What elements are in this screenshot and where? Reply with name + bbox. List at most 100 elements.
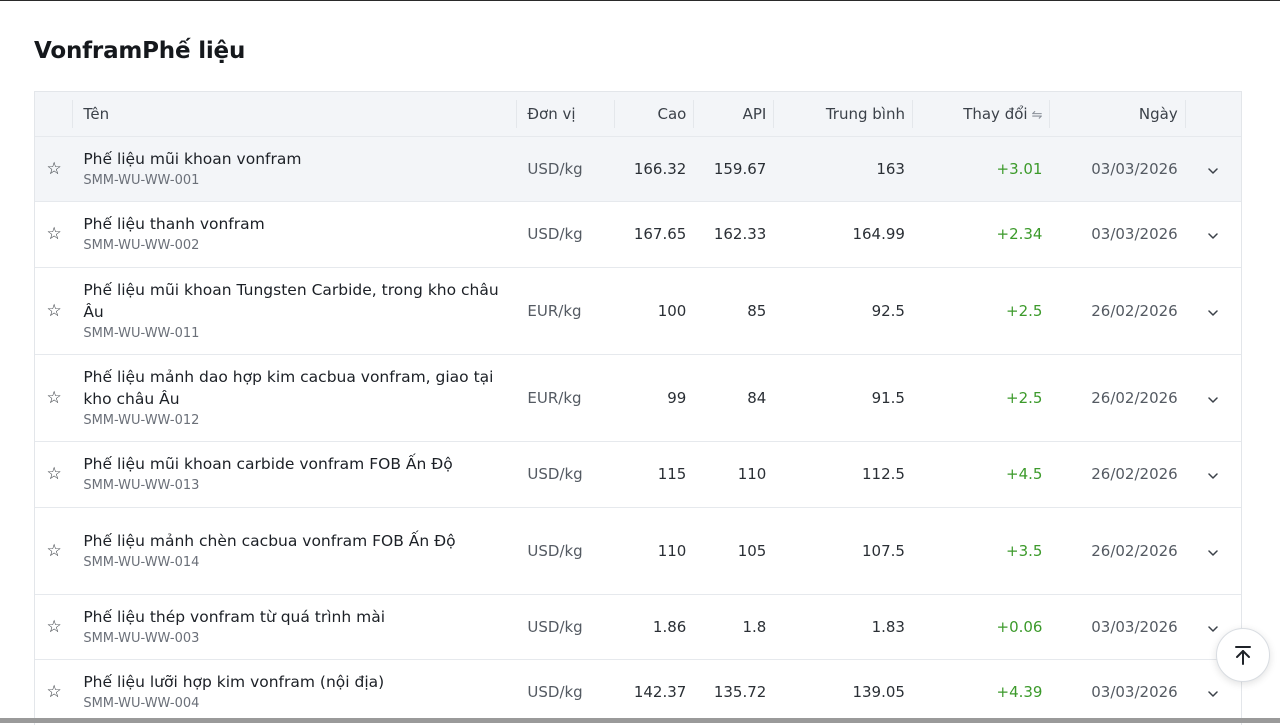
star-outline-icon[interactable]: ☆ [46,682,62,703]
change-cell: +3.5 [1006,541,1043,560]
star-outline-icon[interactable]: ☆ [46,158,62,179]
api-cell: 84 [747,388,767,407]
date-cell: 03/03/2026 [1091,225,1178,243]
high-cell: 166.32 [633,159,687,178]
avg-cell: 164.99 [852,225,905,243]
avg-cell: 163 [876,159,905,178]
header-high: Cao [615,92,695,136]
product-name[interactable]: Phế liệu lưỡi hợp kim vonfram (nội địa) [83,673,385,692]
product-code: SMM-WU-WW-003 [83,630,200,646]
table-row[interactable]: ☆ Phế liệu thép vonfram từ quá trình mài S… [35,594,1241,659]
table-row[interactable]: ☆ Phế liệu mảnh dao hợp kim cacbua vonfra… [35,354,1241,441]
name-cell[interactable]: Phế liệu mảnh chèn cacbua vonfram FOB Ấn… [73,507,517,594]
name-cell[interactable]: Phế liệu lưỡi hợp kim vonfram (nội địa) S… [73,659,517,725]
name-cell[interactable]: Phế liệu mảnh dao hợp kim cacbua vonfram… [73,354,517,441]
table-row[interactable]: ☆ Phế liệu lưỡi hợp kim vonfram (nội địa)… [35,659,1241,725]
change-cell: +4.5 [1006,465,1043,483]
product-name[interactable]: Phế liệu thanh vonfram [83,215,265,233]
table-row[interactable]: ☆ Phế liệu mũi khoan vonfram SMM-WU-WW-001… [35,136,1241,201]
unit-cell: USD/kg [527,465,583,483]
table-row[interactable]: ☆ Phế liệu mũi khoan Tungsten Carbide, tr… [35,267,1241,354]
name-cell[interactable]: Phế liệu thép vonfram từ quá trình mài SM… [73,594,517,659]
product-code: SMM-WU-WW-013 [83,478,200,493]
name-cell[interactable]: Phế liệu mũi khoan Tungsten Carbide, tro… [73,267,517,354]
name-cell[interactable]: Phế liệu mũi khoan carbide vonfram FOB Ấ… [73,441,517,507]
name-cell[interactable]: Phế liệu thanh vonfram SMM-WU-WW-002 [73,201,517,267]
product-code: SMM-WU-WW-012 [83,412,200,428]
date-cell: 03/03/2026 [1091,617,1178,636]
high-cell: 115 [657,465,687,483]
product-code: SMM-WU-WW-004 [83,696,200,712]
api-cell: 85 [747,301,767,320]
sort-swap-icon[interactable]: ⇋ [1031,107,1043,123]
name-cell[interactable]: Phế liệu mũi khoan vonfram SMM-WU-WW-001 [73,136,517,201]
api-cell: 1.8 [742,617,767,636]
high-cell: 110 [657,541,687,560]
chevron-down-icon[interactable] [1208,687,1219,700]
api-cell: 135.72 [713,683,767,702]
header-change[interactable]: Thay đổi ⇋ [913,92,1051,136]
avg-cell: 91.5 [871,388,905,407]
product-name[interactable]: Phế liệu mũi khoan Tungsten Carbide, tro… [83,280,499,321]
date-cell: 26/02/2026 [1091,465,1178,483]
star-outline-icon[interactable]: ☆ [46,616,62,637]
product-name[interactable]: Phế liệu mảnh chèn cacbua vonfram FOB Ấn… [83,531,456,550]
scroll-to-top-button[interactable] [1216,628,1270,682]
high-cell: 1.86 [652,617,687,636]
change-cell: +3.01 [996,159,1043,178]
chevron-down-icon[interactable] [1208,164,1219,177]
expand-cell [1186,659,1241,725]
star-outline-icon[interactable]: ☆ [46,224,62,244]
high-cell: 100 [657,301,687,320]
unit-cell: USD/kg [527,683,583,702]
change-cell: +2.34 [996,225,1043,243]
chevron-down-icon[interactable] [1208,393,1219,406]
star-outline-icon[interactable]: ☆ [46,540,62,561]
api-cell: 162.33 [713,225,767,243]
product-name[interactable]: Phế liệu mảnh dao hợp kim cacbua vonfram… [83,367,494,408]
chevron-down-icon[interactable] [1208,306,1219,319]
product-code: SMM-WU-WW-001 [83,172,200,188]
product-code: SMM-WU-WW-014 [83,554,200,570]
table-row[interactable]: ☆ Phế liệu thanh vonfram SMM-WU-WW-002 USD/… [35,201,1241,267]
table-header: Tên Đơn vị Cao API Trung bình Thay đổi ⇋ … [35,92,1241,136]
favorite-cell: ☆ [35,136,73,201]
favorite-cell: ☆ [35,354,73,441]
change-cell: +4.39 [996,683,1043,702]
api-cell: 159.67 [713,159,767,178]
page-title: VonframPhế liệu [34,38,246,64]
favorite-cell: ☆ [35,267,73,354]
expand-cell [1186,267,1241,354]
avg-cell: 112.5 [862,465,905,483]
product-name[interactable]: Phế liệu mũi khoan vonfram [83,149,302,168]
avg-cell: 92.5 [871,301,905,320]
unit-cell: USD/kg [527,541,583,560]
chevron-down-icon[interactable] [1208,622,1219,635]
date-cell: 03/03/2026 [1091,159,1178,178]
chevron-down-icon[interactable] [1208,229,1219,242]
star-outline-icon[interactable]: ☆ [46,387,62,408]
expand-cell [1186,507,1241,594]
change-cell: +0.06 [996,617,1043,636]
chevron-down-icon[interactable] [1208,469,1219,482]
favorite-cell: ☆ [35,441,73,507]
favorite-cell: ☆ [35,201,73,267]
header-star-col [35,92,74,136]
expand-cell [1186,441,1241,507]
unit-cell: USD/kg [527,617,583,636]
table-row[interactable]: ☆ Phế liệu mũi khoan carbide vonfram FOB … [35,441,1241,507]
header-expand-col [1186,92,1241,136]
unit-cell: EUR/kg [527,301,582,320]
expand-cell [1186,201,1241,267]
product-name[interactable]: Phế liệu mũi khoan carbide vonfram FOB Ấ… [83,455,453,473]
header-name: Tên [73,92,518,136]
star-outline-icon[interactable]: ☆ [46,464,62,484]
chevron-down-icon[interactable] [1208,546,1219,559]
header-avg: Trung bình [774,92,913,136]
table-body: ☆ Phế liệu mũi khoan vonfram SMM-WU-WW-001… [35,136,1241,725]
table-row[interactable]: ☆ Phế liệu mảnh chèn cacbua vonfram FOB Ấ… [35,507,1241,594]
product-name[interactable]: Phế liệu thép vonfram từ quá trình mài [83,607,386,626]
favorite-cell: ☆ [35,507,73,594]
star-outline-icon[interactable]: ☆ [46,300,62,321]
header-unit: Đơn vị [517,92,616,136]
